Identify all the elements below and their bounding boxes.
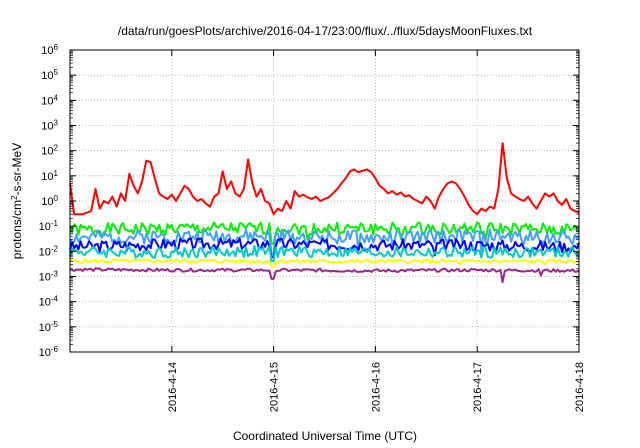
y-tick-exponent: -4 — [51, 294, 59, 303]
series-line-7 — [69, 267, 580, 284]
x-tick-label: 2016-4-16 — [370, 362, 382, 412]
y-tick-exponent: -2 — [51, 244, 59, 253]
y-tick-label: 103 — [41, 118, 58, 133]
y-tick-base: 10 — [41, 171, 53, 183]
y-tick-exponent: 1 — [54, 168, 59, 177]
y-tick-base: 10 — [39, 322, 51, 334]
y-tick-base: 10 — [41, 121, 53, 133]
y-tick-exponent: 2 — [54, 143, 59, 152]
y-tick-base: 10 — [41, 146, 53, 158]
series-layer — [69, 142, 580, 284]
y-axis-label-rest: -s-sr-MeV — [10, 143, 24, 196]
y-tick-label: 10-2 — [39, 244, 59, 258]
y-tick-exponent: 6 — [54, 43, 59, 52]
y-tick-exponent: 4 — [54, 93, 59, 102]
y-tick-exponent: 3 — [54, 118, 59, 127]
series-line-1 — [69, 142, 580, 216]
x-tick-label: 2016-4-15 — [269, 362, 281, 412]
y-tick-exponent: -6 — [51, 345, 59, 354]
x-tick-label: 2016-4-18 — [574, 362, 586, 412]
x-axis-label: Coordinated Universal Time (UTC) — [233, 429, 417, 443]
y-tick-exponent: 0 — [54, 194, 59, 203]
y-tick-label: 10-1 — [39, 219, 59, 234]
series-line-2 — [69, 221, 580, 245]
y-axis-label-sup: 2 — [10, 195, 19, 200]
y-tick-base: 10 — [41, 45, 53, 57]
y-tick-base: 10 — [39, 246, 51, 258]
chart-title: /data/run/goesPlots/archive/2016-04-17/2… — [118, 24, 533, 38]
y-tick-exponent: -5 — [51, 319, 59, 328]
y-tick-base: 10 — [39, 221, 51, 233]
x-tick-label: 2016-4-14 — [167, 362, 179, 412]
y-axis-label: protons/cm2-s-sr-MeV — [10, 143, 25, 259]
y-tick-base: 10 — [39, 297, 51, 309]
y-tick-exponent: 5 — [54, 68, 59, 77]
y-tick-label: 106 — [41, 43, 58, 58]
y-tick-label: 105 — [41, 68, 58, 83]
y-tick-label: 100 — [41, 194, 58, 209]
y-tick-base: 10 — [39, 272, 51, 284]
y-tick-label: 10-3 — [39, 269, 59, 284]
x-axis: 2016-4-14 2016-4-15 2016-4-16 2016-4-17 2016… — [167, 50, 586, 412]
y-tick-base: 10 — [41, 196, 53, 208]
y-tick-label: 102 — [41, 143, 58, 158]
grid — [70, 50, 579, 352]
x-tick-label: 2016-4-17 — [472, 362, 484, 412]
y-tick-exponent: -1 — [51, 219, 59, 228]
y-axis: 10-610-510-410-310-210-11001011021031041… — [39, 43, 579, 360]
y-tick-label: 10-6 — [39, 345, 59, 360]
y-tick-base: 10 — [41, 95, 53, 107]
y-tick-base: 10 — [41, 70, 53, 82]
y-tick-label: 101 — [41, 168, 58, 183]
series-line-5 — [69, 245, 580, 263]
y-tick-label: 10-5 — [39, 319, 59, 334]
series-line-6 — [69, 258, 580, 268]
y-axis-label-base: protons/cm — [10, 200, 24, 259]
y-tick-label: 104 — [41, 93, 58, 108]
y-tick-exponent: -3 — [51, 269, 59, 278]
y-tick-base: 10 — [39, 347, 51, 359]
y-tick-label: 10-4 — [39, 294, 59, 309]
